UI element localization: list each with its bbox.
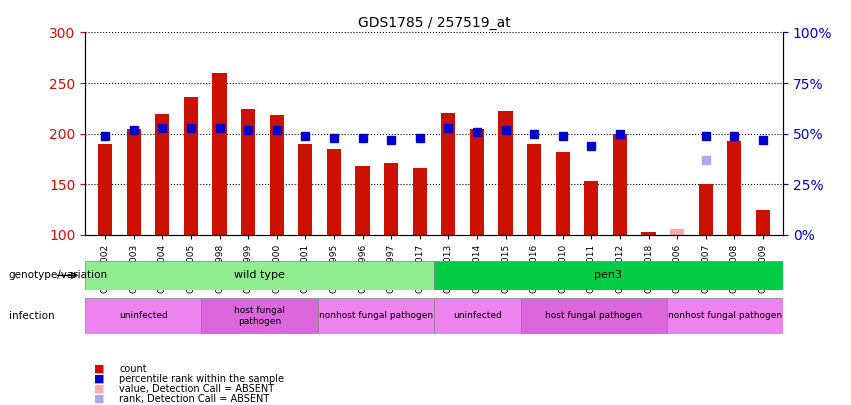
Text: wild type: wild type (234, 271, 285, 280)
Bar (413, 168, 427, 235)
Bar (184, 97, 198, 235)
FancyBboxPatch shape (85, 298, 202, 334)
Text: pen3: pen3 (595, 271, 622, 280)
Bar (727, 141, 741, 235)
Text: uninfected: uninfected (119, 311, 168, 320)
Bar (527, 144, 541, 235)
Bar (155, 114, 169, 235)
Text: host fungal pathogen: host fungal pathogen (545, 311, 643, 320)
Text: ■: ■ (94, 384, 104, 394)
Bar (613, 134, 627, 235)
FancyBboxPatch shape (434, 261, 783, 290)
Bar (213, 73, 226, 235)
Text: ■: ■ (94, 394, 104, 404)
Text: value, Detection Call = ABSENT: value, Detection Call = ABSENT (119, 384, 274, 394)
Bar (470, 129, 484, 235)
Text: genotype/variation: genotype/variation (9, 271, 107, 280)
Bar (98, 144, 112, 235)
Text: nonhost fungal pathogen: nonhost fungal pathogen (319, 311, 433, 320)
Bar (327, 149, 341, 235)
Bar (384, 163, 398, 235)
Bar (556, 152, 570, 235)
FancyBboxPatch shape (521, 298, 666, 334)
Text: percentile rank within the sample: percentile rank within the sample (119, 374, 284, 384)
Text: ■: ■ (94, 364, 104, 373)
FancyBboxPatch shape (202, 298, 317, 334)
FancyBboxPatch shape (434, 298, 521, 334)
Text: count: count (119, 364, 146, 373)
Bar (356, 166, 369, 235)
Bar (584, 181, 598, 235)
Text: nonhost fungal pathogen: nonhost fungal pathogen (668, 311, 782, 320)
Text: rank, Detection Call = ABSENT: rank, Detection Call = ABSENT (119, 394, 270, 404)
Bar (127, 129, 141, 235)
Bar (699, 184, 713, 235)
Bar (756, 210, 770, 235)
Bar (499, 111, 512, 235)
Text: infection: infection (9, 311, 54, 321)
Text: uninfected: uninfected (454, 311, 502, 320)
Bar (642, 232, 655, 235)
FancyBboxPatch shape (666, 298, 783, 334)
FancyBboxPatch shape (317, 298, 434, 334)
FancyBboxPatch shape (85, 261, 434, 290)
Bar (270, 115, 284, 235)
Title: GDS1785 / 257519_at: GDS1785 / 257519_at (357, 16, 511, 30)
Text: host fungal
pathogen: host fungal pathogen (234, 306, 285, 326)
Bar (670, 229, 684, 235)
Text: ■: ■ (94, 374, 104, 384)
Bar (441, 113, 455, 235)
Bar (241, 109, 255, 235)
Bar (298, 144, 312, 235)
